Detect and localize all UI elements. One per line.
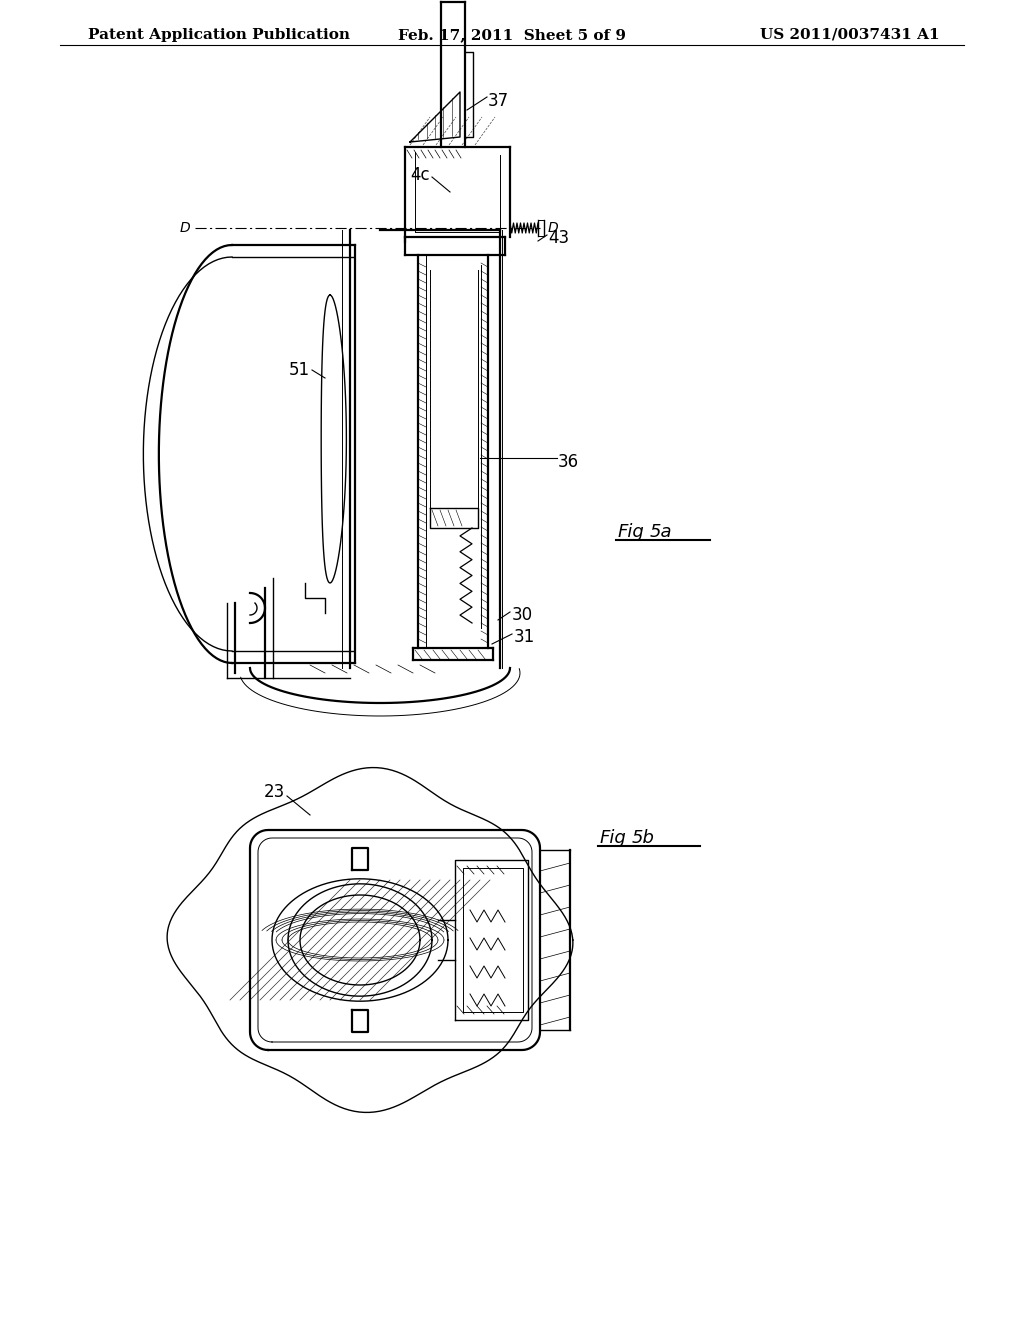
Text: US 2011/0037431 A1: US 2011/0037431 A1: [761, 28, 940, 42]
Text: 37: 37: [488, 92, 509, 110]
Text: 23: 23: [264, 783, 285, 801]
Text: 43: 43: [548, 228, 569, 247]
Text: 5a: 5a: [650, 523, 673, 541]
Text: Patent Application Publication: Patent Application Publication: [88, 28, 350, 42]
Text: Fig: Fig: [618, 523, 645, 541]
Text: 4c: 4c: [411, 166, 430, 183]
Text: 31: 31: [514, 628, 536, 645]
Text: 5b: 5b: [632, 829, 655, 847]
Text: D: D: [548, 220, 559, 235]
Text: 36: 36: [558, 453, 580, 471]
Text: 30: 30: [512, 606, 534, 624]
Text: Feb. 17, 2011  Sheet 5 of 9: Feb. 17, 2011 Sheet 5 of 9: [398, 28, 626, 42]
Text: 51: 51: [289, 360, 310, 379]
Text: D: D: [179, 220, 190, 235]
Text: Fig: Fig: [600, 829, 627, 847]
